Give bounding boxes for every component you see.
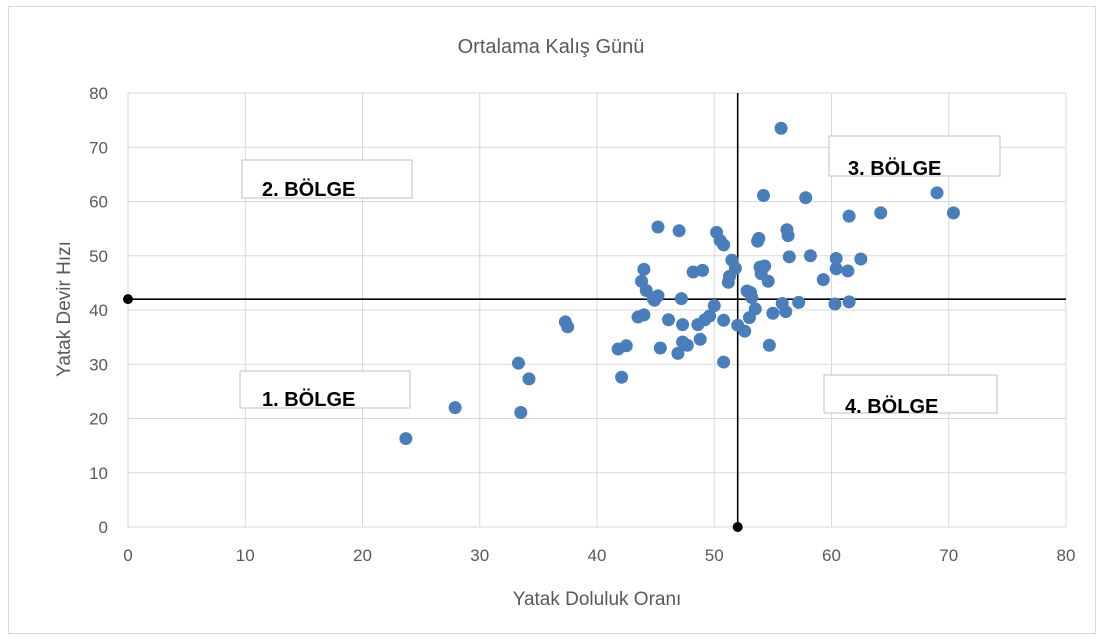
region-boxes: 1. BÖLGE 2. BÖLGE 3. BÖLGE 4. BÖLGE	[239, 135, 1001, 418]
data-points	[399, 121, 960, 446]
scatter-point	[522, 372, 536, 386]
scatter-point	[842, 295, 856, 309]
scatter-point	[758, 259, 772, 273]
scatter-point	[703, 309, 717, 323]
scatter-point	[792, 295, 806, 309]
scatter-point	[816, 273, 830, 287]
y-tick-label: 60	[89, 193, 108, 212]
scatter-point	[680, 338, 694, 352]
scatter-point	[653, 341, 667, 355]
x-tick-label: 80	[1057, 546, 1076, 565]
scatter-point	[874, 206, 888, 220]
region-box	[823, 374, 998, 414]
x-tick-label: 10	[236, 546, 255, 565]
scatter-point	[799, 191, 813, 205]
chart-frame	[8, 6, 1096, 634]
region-label: 3. BÖLGE	[848, 157, 941, 180]
x-tick-label: 20	[353, 546, 372, 565]
scatter-point	[946, 206, 960, 220]
scatter-point	[829, 251, 843, 265]
scatter-point	[803, 249, 817, 263]
region-box	[828, 135, 1001, 177]
scatter-point	[615, 370, 629, 384]
scatter-point	[676, 318, 690, 332]
scatter-point	[696, 263, 710, 277]
x-tick-label: 40	[588, 546, 607, 565]
scatter-point	[637, 262, 651, 276]
scatter-point	[781, 229, 795, 243]
scatter-point	[774, 121, 788, 135]
y-tick-label: 70	[89, 138, 108, 157]
scatter-point	[748, 302, 762, 316]
scatter-point	[782, 250, 796, 264]
tick-labels: 0 10 20 30 40 50 60 70 80 0 10 20 30 40 50 60 70 80	[89, 84, 1075, 565]
scatter-point	[647, 293, 661, 307]
y-tick-label: 30	[89, 355, 108, 374]
scatter-point	[637, 308, 651, 322]
region-label: 1. BÖLGE	[262, 388, 355, 411]
x-axis-label: Yatak Doluluk Oranı	[513, 589, 682, 610]
scatter-point	[707, 299, 721, 313]
x-tick-label: 50	[705, 546, 724, 565]
scatter-point	[717, 313, 731, 327]
chart-title: Ortalama Kalış Günü	[458, 36, 645, 58]
y-tick-label: 50	[89, 247, 108, 266]
scatter-point	[672, 224, 686, 238]
y-tick-label: 0	[99, 518, 108, 537]
scatter-point	[514, 406, 528, 420]
y-tick-label: 10	[89, 464, 108, 483]
y-tick-label: 40	[89, 301, 108, 320]
scatter-point	[662, 313, 676, 327]
y-tick-label: 20	[89, 410, 108, 429]
grid-lines	[127, 92, 1067, 528]
scatter-point	[752, 231, 766, 245]
scatter-point	[671, 346, 685, 360]
scatter-point	[828, 297, 842, 311]
scatter-point	[717, 355, 731, 369]
x-tick-label: 60	[822, 546, 841, 565]
region-label: 2. BÖLGE	[262, 178, 355, 201]
reference-lines	[123, 93, 1066, 532]
y-tick-label: 80	[89, 84, 108, 103]
scatter-point	[674, 292, 688, 306]
scatter-point	[854, 252, 868, 266]
scatter-point	[761, 274, 775, 288]
scatter-point	[930, 186, 944, 200]
horizontal-reference-marker	[123, 294, 133, 305]
x-tick-label: 70	[939, 546, 958, 565]
scatter-point	[511, 356, 525, 370]
scatter-point	[766, 306, 780, 320]
scatter-point	[399, 432, 413, 446]
scatter-point	[762, 338, 776, 352]
y-axis-label: Yatak Devir Hızı	[54, 241, 75, 377]
scatter-point	[448, 401, 462, 415]
scatter-point	[725, 253, 739, 267]
vertical-reference-marker	[732, 522, 743, 532]
scatter-point	[756, 189, 770, 203]
region-box	[241, 159, 413, 199]
scatter-point	[745, 291, 759, 305]
scatter-point	[842, 209, 856, 223]
x-tick-label: 0	[123, 546, 132, 565]
x-tick-label: 30	[470, 546, 489, 565]
scatter-point	[561, 320, 575, 334]
scatter-point	[619, 339, 633, 353]
scatter-point	[738, 324, 752, 338]
region-box	[239, 370, 411, 409]
scatter-point	[651, 220, 665, 234]
scatter-point	[693, 332, 707, 346]
region-label: 4. BÖLGE	[845, 395, 938, 418]
scatter-point	[779, 305, 793, 319]
scatter-point	[717, 238, 731, 252]
scatter-point	[841, 264, 855, 278]
scatter-point	[829, 262, 843, 276]
